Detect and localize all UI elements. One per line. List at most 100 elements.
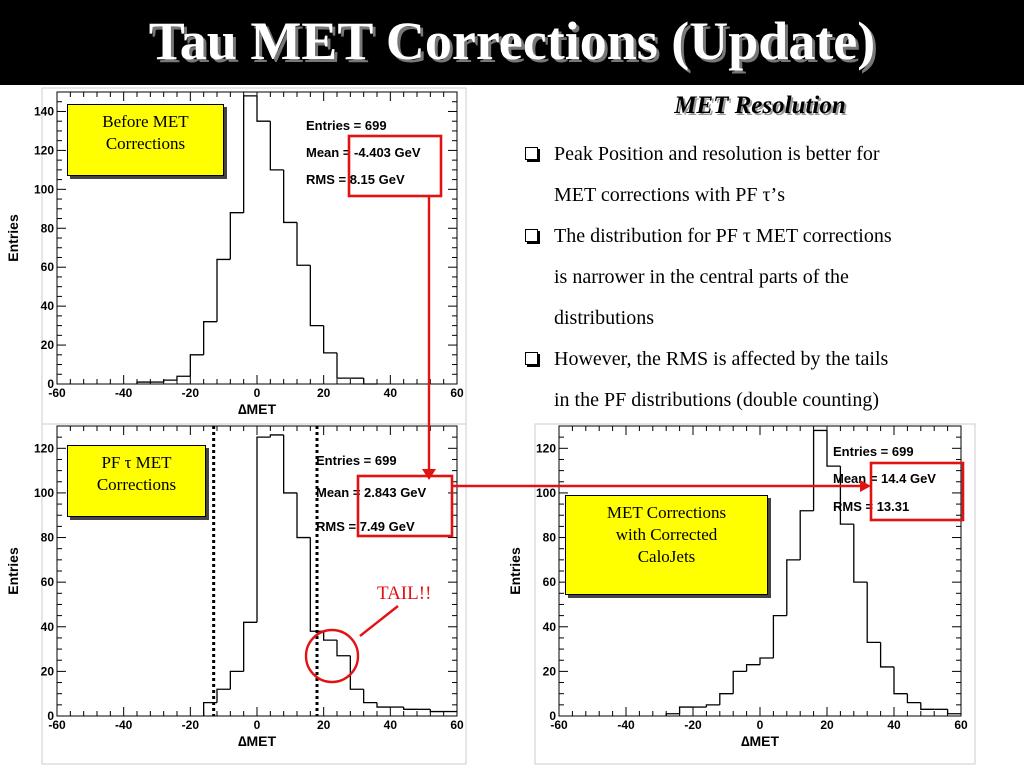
- stats-highlight-box: [347, 134, 443, 198]
- y-tick-label: 60: [41, 260, 55, 274]
- histogram-bin: [349, 655, 364, 690]
- x-tick-label: -20: [684, 718, 702, 732]
- histogram-bin: [243, 621, 257, 672]
- checkbox-bullet-icon: [525, 229, 538, 242]
- checkbox-bullet-icon: [525, 352, 538, 365]
- histogram-bin: [866, 582, 881, 644]
- bullet-text: Peak Position and resolution is better f…: [554, 143, 880, 165]
- tail-pointer-line: [359, 605, 399, 637]
- histogram-bin: [946, 709, 961, 715]
- y-tick-label: 120: [536, 441, 556, 455]
- histogram-bin: [309, 537, 324, 632]
- y-axis-label: Entries: [5, 214, 21, 262]
- x-tick-label: 60: [954, 718, 968, 732]
- slide-title: Tau MET Corrections (Update): [148, 11, 876, 71]
- histogram-bin: [189, 354, 204, 377]
- bullet-text: MET corrections with PF τ’s: [554, 184, 785, 206]
- histogram-bin: [853, 524, 868, 583]
- histogram-bin: [269, 434, 284, 438]
- title-bar: Tau MET Corrections (Update): [0, 0, 1024, 85]
- chart-label-line: CaloJets: [637, 547, 696, 566]
- x-tick-label: 40: [384, 718, 398, 732]
- bullet-item: The distribution for PF τ MET correction…: [520, 216, 1010, 257]
- histogram-bin: [363, 378, 377, 385]
- histogram-bin: [296, 222, 311, 266]
- stats-mean: Mean = 2.843 GeV: [316, 485, 427, 500]
- bullet-text: is narrower in the central parts of the: [554, 266, 849, 288]
- x-tick-label: 60: [450, 718, 464, 732]
- y-tick-label: 20: [41, 664, 55, 678]
- histogram-bin: [376, 702, 391, 708]
- y-tick-label: 140: [34, 104, 54, 118]
- histogram-bin: [920, 702, 935, 710]
- histogram-bin: [759, 657, 774, 665]
- chart-label-line: Corrections: [96, 475, 177, 494]
- x-tick-label: 20: [820, 718, 834, 732]
- y-tick-label: 60: [543, 575, 557, 589]
- histogram-bin: [705, 704, 720, 708]
- histogram-bin: [799, 510, 814, 560]
- stats-mean: Mean = -4.403 GeV: [306, 145, 421, 160]
- y-tick-label: 60: [41, 575, 55, 589]
- histogram-bin: [906, 693, 921, 704]
- x-tick-label: -20: [182, 718, 200, 732]
- x-tick-label: 40: [384, 386, 398, 400]
- x-axis-label: ∆MET: [238, 733, 277, 749]
- before-corrections-label: Before MET Corrections: [67, 104, 224, 176]
- bullet-continuation: in the PF distributions (double counting…: [520, 380, 1010, 421]
- x-tick-label: -40: [115, 386, 133, 400]
- chart-label-line: with Corrected: [615, 525, 718, 544]
- y-tick-label: 120: [34, 441, 54, 455]
- chart-label-line: PF τ MET: [101, 453, 172, 472]
- arrowhead-right: [860, 480, 871, 492]
- x-tick-label: -40: [115, 718, 133, 732]
- red-annotations: [304, 196, 871, 684]
- y-tick-label: 100: [34, 486, 54, 500]
- stats-entries: Entries = 699: [833, 444, 914, 459]
- y-axis-label: Entries: [507, 547, 523, 595]
- stats-entries: Entries = 699: [316, 453, 397, 468]
- y-tick-label: 0: [549, 709, 556, 723]
- x-axis-label: ∆MET: [741, 733, 780, 749]
- histogram-bin: [243, 95, 257, 213]
- x-tick-label: 0: [254, 386, 261, 400]
- bullet-continuation: is narrower in the central parts of the: [520, 257, 1010, 298]
- y-tick-label: 40: [41, 299, 55, 313]
- histogram-bin: [879, 642, 894, 668]
- histogram-bin: [786, 559, 801, 616]
- histogram-bin: [323, 325, 337, 354]
- histogram-bin: [678, 706, 693, 714]
- stats-rms: RMS = 8.15 GeV: [306, 172, 405, 187]
- histogram-bin: [336, 352, 351, 379]
- x-axis-label: ∆MET: [238, 401, 277, 417]
- histogram-bin: [256, 95, 271, 122]
- histogram-bin: [772, 614, 787, 658]
- y-tick-label: 0: [47, 709, 54, 723]
- y-tick-label: 80: [543, 531, 557, 545]
- y-tick-label: 20: [543, 664, 557, 678]
- x-tick-label: 20: [317, 386, 331, 400]
- bullet-text: distributions: [554, 307, 655, 329]
- histogram-bin: [269, 121, 284, 171]
- histogram-bin: [812, 429, 827, 511]
- histogram-bin: [309, 265, 324, 327]
- chart-label-line: Corrections: [105, 134, 186, 153]
- histogram-bin: [283, 434, 297, 494]
- histogram-bin: [719, 693, 734, 705]
- x-tick-label: -60: [550, 718, 568, 732]
- x-tick-label: 0: [254, 718, 261, 732]
- x-tick-label: 40: [887, 718, 901, 732]
- histogram-bin: [336, 640, 351, 657]
- bullet-continuation: distributions: [520, 298, 1010, 339]
- histogram-bin: [163, 379, 177, 383]
- histogram-bin: [216, 688, 231, 703]
- histogram-bin: [283, 169, 297, 224]
- histogram-bin: [403, 707, 417, 710]
- histogram-bin: [256, 436, 271, 623]
- y-axis-label: Entries: [5, 547, 21, 595]
- section-heading: MET Resolution: [674, 92, 846, 119]
- chart-label-line: MET Corrections: [606, 503, 727, 522]
- histogram-bin: [203, 321, 217, 355]
- y-tick-label: 20: [41, 338, 55, 352]
- bullet-text: The distribution for PF τ MET correction…: [554, 225, 892, 247]
